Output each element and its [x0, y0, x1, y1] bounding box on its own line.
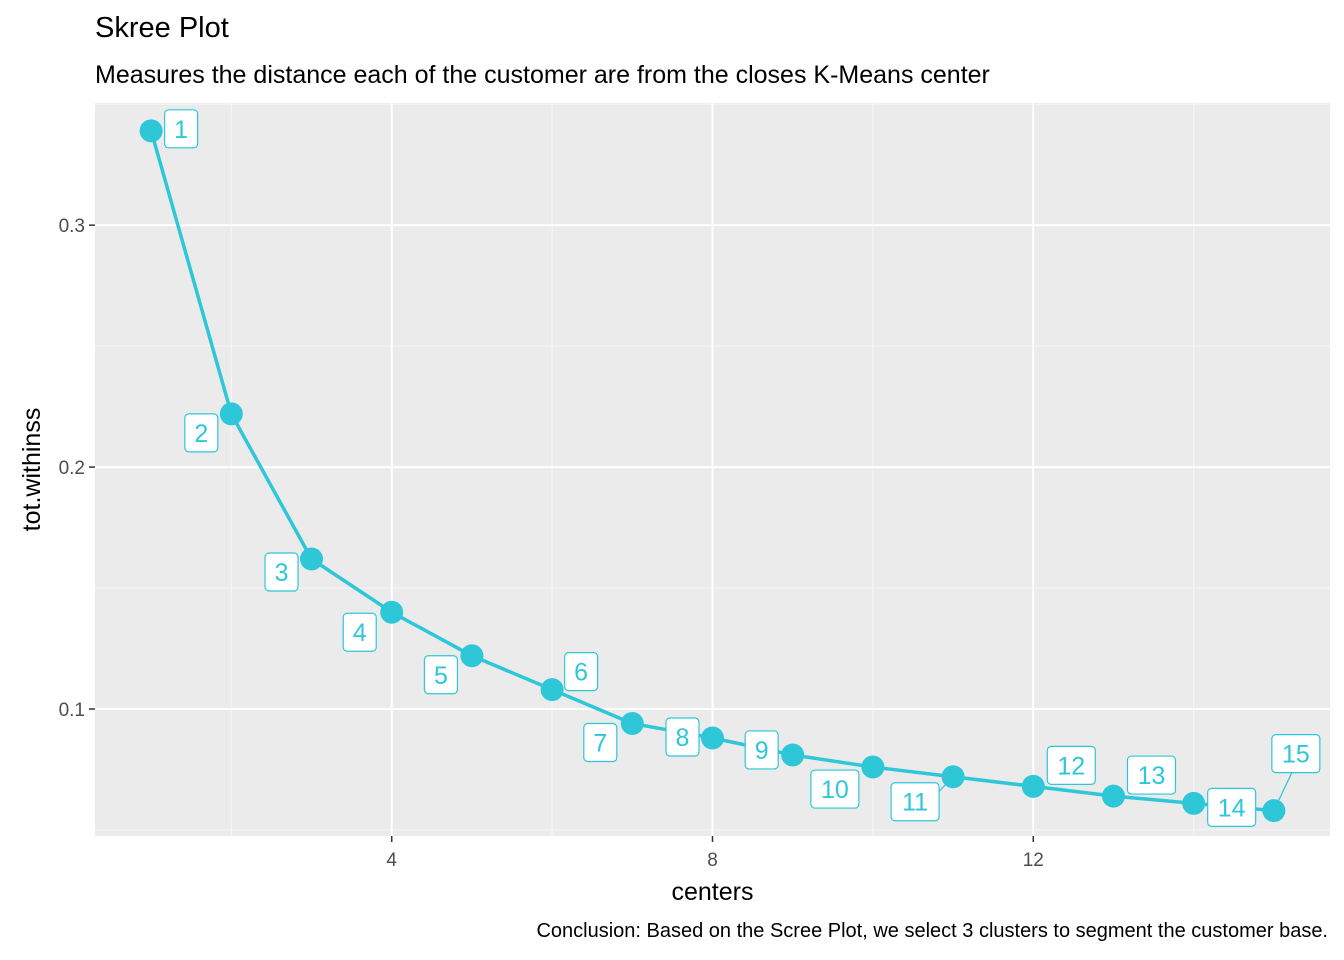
point-label-box: [665, 717, 700, 757]
data-point: [300, 547, 324, 571]
point-label: 3: [275, 559, 289, 587]
point-label-box: [164, 109, 199, 149]
point-label: 12: [1057, 752, 1085, 780]
point-label-box: [583, 722, 618, 763]
data-point: [139, 119, 163, 143]
point-label-box: [564, 652, 599, 692]
data-point: [540, 678, 564, 702]
data-point: [861, 755, 885, 779]
data-point: [1262, 799, 1286, 823]
data-point: [620, 712, 644, 736]
point-label: 1: [174, 116, 188, 144]
point-label: 8: [676, 724, 690, 752]
point-label: 11: [902, 789, 928, 817]
chart-subtitle: Measures the distance each of the custom…: [95, 61, 990, 89]
data-point: [219, 402, 243, 426]
data-point: [941, 765, 965, 789]
data-point: [380, 600, 404, 624]
point-label: 6: [574, 659, 588, 687]
data-point: [701, 726, 724, 750]
point-label-box: [744, 730, 779, 770]
point-label-box: [423, 655, 459, 695]
chart-caption: Conclusion: Based on the Scree Plot, we …: [536, 920, 1328, 942]
data-point: [1182, 791, 1206, 815]
axis-tick-labels: 4 8 12 0.1 0.2 0.3: [59, 216, 1044, 871]
point-label-box: [184, 413, 219, 453]
point-label: 5: [434, 662, 448, 690]
point-label-box: [1207, 787, 1257, 827]
point-label-box: [1271, 733, 1321, 774]
point-label-box: [342, 612, 377, 652]
point-label: 4: [353, 619, 367, 647]
point-label: 2: [194, 420, 208, 448]
data-point: [1101, 784, 1125, 808]
point-label-box: [1046, 745, 1096, 786]
point-label: 14: [1218, 794, 1246, 822]
y-tick-label: 0.1: [59, 700, 85, 721]
axis-ticks: [89, 224, 1035, 842]
point-label-box: [810, 769, 860, 809]
data-point: [460, 644, 484, 668]
chart-title: Skree Plot: [95, 12, 229, 44]
x-tick-label: 8: [707, 850, 718, 871]
data-points: [139, 119, 1286, 823]
point-label: 9: [755, 737, 769, 765]
x-axis-title: centers: [672, 878, 754, 906]
point-label: 7: [593, 730, 607, 758]
data-point: [781, 743, 805, 767]
point-label-box: [1126, 755, 1177, 795]
point-label: 10: [821, 776, 849, 804]
point-label: 13: [1138, 762, 1166, 790]
x-tick-label: 4: [386, 850, 397, 871]
data-point: [1021, 774, 1045, 798]
point-label-box: [890, 782, 940, 822]
point-label-box: [264, 552, 299, 592]
point-label: 15: [1282, 741, 1310, 769]
major-grid: [95, 103, 1330, 836]
x-tick-label: 12: [1023, 850, 1044, 871]
y-tick-label: 0.2: [59, 458, 85, 479]
y-axis-title: tot.withinss: [18, 408, 46, 532]
y-tick-label: 0.3: [59, 216, 85, 237]
